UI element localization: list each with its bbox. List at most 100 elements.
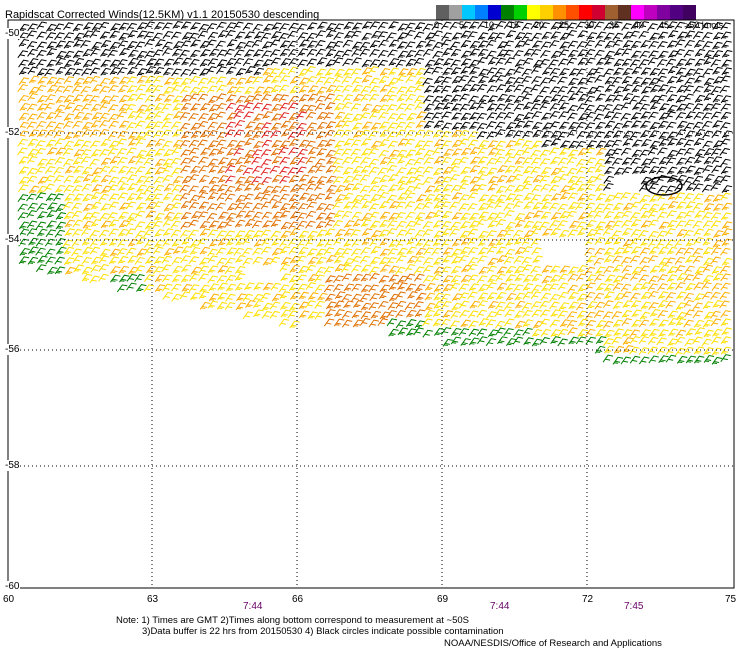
wind-barb [404, 185, 415, 194]
wind-barb [522, 291, 533, 300]
wind-barb [45, 121, 57, 130]
wind-barb [216, 230, 227, 239]
wind-barb [486, 131, 497, 140]
wind-barb [531, 273, 543, 282]
wind-barb [334, 291, 346, 300]
wind-barb [18, 23, 30, 32]
contamination-circle [645, 176, 683, 196]
wind-barb [719, 122, 731, 131]
wind-barb [235, 77, 247, 86]
wind-barb [648, 130, 660, 139]
wind-barb [692, 247, 704, 256]
wind-barb [486, 67, 498, 76]
wind-barb [567, 86, 578, 95]
wind-barb [306, 40, 318, 49]
wind-barb [683, 346, 694, 355]
wind-barb [371, 30, 382, 39]
wind-barb [233, 111, 244, 119]
wind-barb [350, 229, 361, 238]
wind-barb [712, 175, 724, 184]
wind-barb [467, 237, 478, 246]
wind-barb [234, 183, 246, 192]
wind-barb [504, 148, 516, 157]
wind-barb [153, 256, 165, 265]
wind-barb [397, 192, 408, 201]
wind-barb [469, 165, 481, 174]
wind-barb [415, 292, 427, 301]
wind-barb [344, 220, 355, 229]
wind-barb [720, 111, 732, 120]
wind-barb [494, 320, 506, 329]
wind-barb [280, 257, 292, 266]
wind-barb [648, 203, 660, 212]
wind-barb [224, 220, 235, 228]
wind-barb [612, 282, 624, 291]
wind-barb [658, 319, 669, 328]
wind-barb [630, 21, 642, 30]
wind-barb [711, 336, 722, 345]
wind-barb [189, 49, 201, 58]
wind-barb [666, 94, 678, 103]
wind-barb [469, 156, 481, 165]
wind-barb [577, 77, 588, 86]
wind-barb [234, 86, 245, 95]
wind-barb [271, 75, 282, 84]
wind-barb [657, 147, 668, 156]
wind-barb [405, 149, 417, 158]
wind-barb [242, 237, 253, 245]
wind-barb [621, 318, 632, 326]
wind-barb [351, 283, 362, 292]
wind-barb [711, 165, 722, 174]
wind-barb [136, 149, 147, 158]
wind-barb [361, 148, 372, 157]
wind-barb [63, 22, 74, 31]
wind-barb [125, 103, 136, 112]
wind-barb [558, 291, 569, 300]
wind-barb [584, 237, 596, 246]
wind-barb [172, 265, 183, 274]
wind-barb [271, 174, 283, 183]
wind-barb [62, 201, 74, 210]
wind-barb [63, 140, 75, 149]
wind-barb [685, 165, 696, 174]
wind-barb [477, 32, 489, 41]
wind-barb [72, 94, 84, 103]
wind-barb [478, 284, 489, 292]
wind-barb [640, 291, 652, 300]
wind-barb [81, 103, 92, 112]
wind-barb [531, 140, 543, 149]
wind-barb [450, 327, 462, 336]
wind-barb [18, 156, 30, 165]
wind-barb [648, 230, 659, 239]
wind-barb [197, 139, 208, 148]
wind-barb [684, 58, 696, 67]
wind-barb [442, 67, 453, 76]
wind-barb [271, 113, 282, 122]
wind-barb [548, 147, 560, 156]
colorbar-swatch [488, 5, 501, 20]
wind-barb [242, 58, 254, 67]
wind-barb [370, 246, 381, 254]
wind-barb [126, 273, 138, 282]
wind-barb [333, 255, 345, 264]
wind-barb [522, 101, 534, 110]
wind-barb [98, 273, 109, 282]
wind-barb [539, 58, 550, 67]
wind-barb [657, 84, 669, 93]
wind-barb [494, 309, 505, 318]
wind-barb [171, 167, 182, 176]
wind-barb [91, 41, 102, 50]
wind-barb [559, 319, 571, 328]
wind-barb [287, 66, 299, 75]
wind-barb [89, 140, 101, 149]
wind-barb [18, 176, 30, 185]
wind-barb [622, 138, 634, 147]
wind-barb [107, 104, 119, 113]
wind-barb [721, 221, 733, 230]
wind-barb [288, 283, 300, 292]
wind-barb [269, 256, 281, 265]
wind-barb [288, 112, 300, 121]
wind-barb [486, 85, 498, 94]
wind-barb [575, 121, 587, 130]
wind-barb [261, 130, 272, 139]
